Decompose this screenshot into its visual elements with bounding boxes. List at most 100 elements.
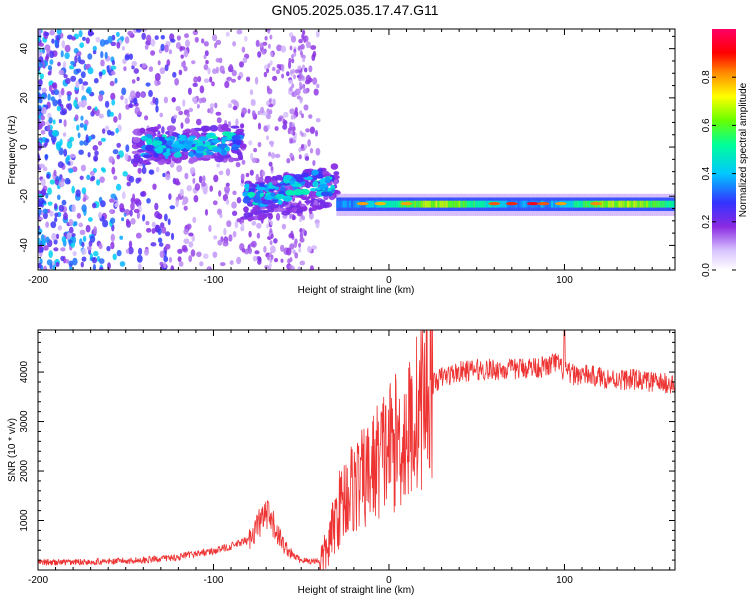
signal-blob [202,143,210,148]
signal-blob [314,205,325,210]
noise-speck [116,249,122,257]
noise-speck [88,217,93,222]
noise-speck [69,153,76,159]
noise-speck [58,119,63,124]
noise-speck [82,197,87,203]
noise-speck [299,217,302,223]
noise-speck [65,77,71,85]
noise-speck [281,73,285,79]
signal-blob [481,200,484,208]
noise-speck [51,232,57,241]
noise-speck [286,71,290,77]
noise-speck [38,56,44,63]
noise-speck [232,41,237,47]
noise-speck [224,186,230,193]
noise-speck [207,67,211,75]
noise-speck [283,120,288,126]
noise-speck [263,111,268,116]
noise-speck [302,64,305,70]
noise-speck [219,65,225,74]
signal-blob [252,206,261,210]
noise-speck [109,80,115,87]
noise-speck [297,65,302,71]
signal-blob [624,200,628,208]
noise-speck [78,30,83,38]
noise-speck [151,221,156,228]
noise-speck [73,48,79,54]
signal-blob [171,132,178,137]
signal-blob [351,200,354,208]
noise-speck [165,231,171,237]
noise-speck [92,50,97,55]
signal-blob [367,200,371,208]
noise-speck [80,261,85,268]
bottom-plot-frame [37,329,676,571]
noise-speck [188,241,194,248]
noise-speck [183,49,189,58]
signal-blob [232,157,241,162]
noise-speck [187,87,192,96]
noise-speck [41,188,46,196]
noise-speck [42,212,48,220]
signal-blob [658,200,661,208]
noise-speck [196,118,202,126]
signal-blob [412,200,415,208]
noise-speck [96,179,101,186]
signal-blob [204,147,210,153]
noise-speck [215,66,219,74]
noise-speck [164,44,169,53]
signal-blob [162,152,171,156]
signal-blob [466,200,470,208]
signal-blob [662,200,666,208]
noise-speck [79,229,86,235]
noise-speck [266,223,270,229]
noise-speck [115,183,122,191]
noise-speck [182,99,186,107]
signal-blob [277,199,283,205]
signal-blob [184,128,192,134]
signal-blob [271,204,279,209]
noise-speck [50,96,56,102]
noise-speck [292,68,295,74]
noise-speck [220,262,226,267]
noise-speck [289,86,293,92]
noise-speck [241,46,246,53]
noise-speck [63,148,68,157]
noise-speck [298,38,303,44]
noise-speck [315,118,321,123]
noise-speck [90,175,96,181]
signal-blob [157,160,168,164]
noise-speck [209,103,215,108]
signal-blob [244,184,250,189]
bottom-y-tick-label: 3000 [19,410,30,433]
noise-speck [54,39,59,48]
noise-speck [258,257,262,262]
signal-blob [353,200,356,208]
noise-speck [110,92,116,101]
noise-speck [47,187,52,195]
noise-speck [131,79,136,84]
noise-speck [89,170,95,176]
noise-speck [130,90,136,99]
noise-speck [80,71,86,79]
noise-speck [75,80,80,89]
signal-blob [166,158,172,165]
noise-speck [70,242,76,248]
noise-speck [86,246,92,251]
noise-speck [127,246,134,255]
noise-speck [140,92,146,98]
noise-speck [270,233,274,239]
noise-speck [299,130,303,136]
top-y-tick-label: 40 [19,43,30,55]
noise-speck [252,255,258,262]
signal-blob [166,148,171,153]
signal-blob [458,200,461,208]
noise-speck [186,185,192,192]
noise-speck [188,255,193,263]
noise-speck [260,106,265,114]
signal-blob [572,200,575,208]
noise-speck [51,134,57,143]
noise-speck [197,76,202,83]
noise-speck [76,212,82,219]
signal-blob [525,200,529,208]
